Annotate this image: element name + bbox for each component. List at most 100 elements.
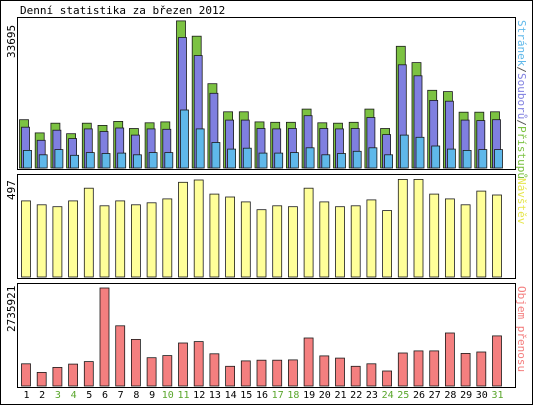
bar-n-v-t-v-day-24: [382, 210, 393, 278]
bar-objem-p-enosu-day-16: [256, 359, 267, 387]
panel-visits-legend-label: Návštěv: [515, 178, 528, 225]
bar-objem-p-enosu-day-20: [319, 355, 330, 387]
day-label-17: 17: [272, 390, 284, 401]
bar-n-v-t-v-day-25: [397, 178, 408, 278]
day-label-25: 25: [397, 390, 409, 401]
day-label-28: 28: [444, 390, 456, 401]
bar-objem-p-enosu-day-26: [413, 350, 424, 387]
day-label-11: 11: [177, 390, 189, 401]
bar-n-v-t-v-day-28: [444, 198, 455, 278]
bar-n-v-t-v-day-19: [303, 187, 314, 278]
bar-str-nek-day-5: [85, 152, 95, 169]
bar-n-v-t-v-day-9: [146, 202, 157, 278]
bar-str-nek-day-10: [164, 152, 174, 169]
bar-str-nek-day-24: [384, 154, 394, 169]
day-label-7: 7: [118, 390, 124, 401]
bar-str-nek-day-21: [337, 153, 346, 169]
bar-n-v-t-v-day-10: [162, 198, 173, 278]
day-label-9: 9: [149, 390, 155, 401]
bar-n-v-t-v-day-5: [83, 187, 94, 278]
day-label-20: 20: [319, 390, 331, 401]
bar-objem-p-enosu-day-10: [162, 355, 173, 387]
bar-str-nek-day-4: [70, 154, 79, 169]
day-label-10: 10: [162, 390, 174, 401]
bar-n-v-t-v-day-18: [287, 206, 298, 278]
bar-str-nek-day-11: [180, 109, 189, 169]
day-label-23: 23: [366, 390, 378, 401]
bar-str-nek-day-26: [415, 136, 425, 169]
bar-str-nek-day-16: [258, 152, 268, 169]
day-label-2: 2: [39, 390, 45, 401]
bar-str-nek-day-23: [368, 147, 378, 169]
bar-n-v-t-v-day-17: [272, 205, 283, 278]
bar-str-nek-day-14: [227, 148, 237, 169]
bar-objem-p-enosu-day-22: [350, 365, 361, 387]
day-label-6: 6: [102, 390, 108, 401]
panel-hits-ymax-label: 33695: [5, 25, 18, 58]
bar-n-v-t-v-day-20: [319, 201, 330, 278]
bar-objem-p-enosu-day-30: [476, 351, 487, 387]
bar-str-nek-day-30: [478, 149, 488, 169]
bar-str-nek-day-15: [242, 147, 252, 169]
bar-n-v-t-v-day-8: [130, 204, 141, 278]
day-label-8: 8: [133, 390, 139, 401]
bar-objem-p-enosu-day-7: [115, 325, 126, 387]
bar-n-v-t-v-day-1: [21, 200, 31, 278]
bar-n-v-t-v-day-22: [350, 205, 361, 278]
day-label-4: 4: [71, 390, 77, 401]
day-label-31: 31: [491, 390, 503, 401]
panel-hits-bars: [19, 20, 503, 169]
bar-objem-p-enosu-day-12: [193, 341, 204, 387]
bar-n-v-t-v-day-4: [68, 200, 78, 278]
bar-n-v-t-v-day-29: [460, 204, 471, 278]
day-label-30: 30: [476, 390, 488, 401]
panel-visits-bars: [21, 178, 502, 278]
bar-n-v-t-v-day-3: [52, 206, 63, 278]
bar-str-nek-day-1: [23, 149, 32, 169]
chart-title: Denní statistika za březen 2012: [20, 4, 225, 17]
bar-str-nek-day-22: [352, 150, 362, 169]
day-label-3: 3: [55, 390, 61, 401]
day-label-12: 12: [193, 390, 205, 401]
bar-objem-p-enosu-day-5: [83, 361, 94, 387]
bar-str-nek-day-12: [195, 128, 205, 169]
bar-objem-p-enosu-day-9: [146, 357, 157, 387]
bar-objem-p-enosu-day-31: [492, 335, 502, 387]
bar-objem-p-enosu-day-25: [397, 352, 408, 387]
bar-str-nek-day-13: [211, 142, 221, 169]
bar-objem-p-enosu-day-3: [52, 366, 63, 387]
bar-str-nek-day-19: [305, 147, 315, 169]
panel-traffic-legend-label: Objem přenosu: [515, 286, 528, 372]
bar-str-nek-day-17: [274, 152, 284, 169]
bar-n-v-t-v-day-23: [366, 199, 377, 278]
bar-objem-p-enosu-day-8: [130, 338, 141, 387]
bar-str-nek-day-31: [494, 149, 503, 169]
bar-objem-p-enosu-day-13: [209, 353, 220, 387]
bar-objem-p-enosu-day-17: [272, 359, 283, 387]
bar-objem-p-enosu-day-19: [303, 337, 314, 387]
day-label-16: 16: [256, 390, 268, 401]
bar-objem-p-enosu-day-15: [240, 360, 251, 387]
bar-n-v-t-v-day-15: [240, 201, 251, 278]
bar-objem-p-enosu-day-27: [429, 350, 440, 387]
bar-objem-p-enosu-day-1: [21, 363, 31, 387]
panel-traffic-ymax-label: 2735921: [5, 286, 18, 332]
bar-objem-p-enosu-day-14: [225, 365, 236, 387]
day-label-15: 15: [240, 390, 252, 401]
bar-str-nek-day-25: [399, 134, 409, 169]
bar-n-v-t-v-day-7: [115, 200, 126, 278]
bar-n-v-t-v-day-11: [178, 181, 188, 278]
panel-traffic-bars: [21, 287, 502, 387]
bar-str-nek-day-20: [321, 154, 331, 169]
bar-n-v-t-v-day-13: [209, 193, 220, 278]
bar-objem-p-enosu-day-2: [36, 371, 47, 387]
panel-hits-legend-label: Stránek/Souborů/Přístupů: [515, 20, 528, 179]
bar-str-nek-day-28: [446, 148, 456, 169]
bar-objem-p-enosu-day-24: [382, 370, 393, 387]
bar-str-nek-day-18: [289, 152, 299, 169]
day-label-29: 29: [460, 390, 472, 401]
bar-str-nek-day-9: [148, 152, 158, 169]
day-label-21: 21: [334, 390, 346, 401]
panel-visits-ymax-label: 497: [5, 180, 18, 200]
bar-n-v-t-v-day-27: [429, 193, 440, 278]
